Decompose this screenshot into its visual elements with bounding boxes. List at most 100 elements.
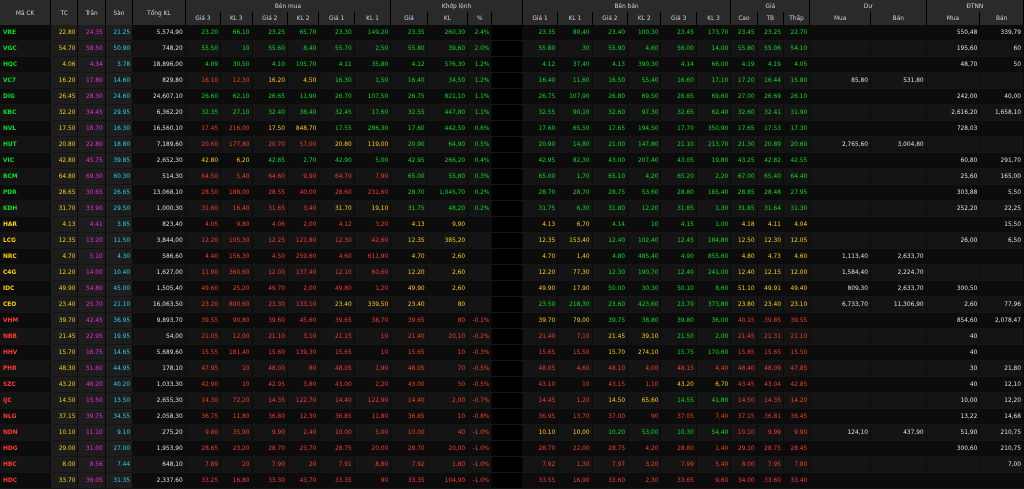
- stock-row[interactable]: HHV 15.70 16.75 14.65 5,689,60 15.55 181,40 15.…: [0, 344, 1024, 361]
- symbol[interactable]: HQC: [0, 56, 52, 73]
- symbol[interactable]: VGC: [0, 40, 52, 57]
- header-price-col[interactable]: Cao: [730, 12, 758, 25]
- header-bid-col[interactable]: Giá 3: [185, 12, 222, 25]
- symbol[interactable]: LCG: [0, 232, 52, 249]
- symbol[interactable]: BCM: [0, 168, 52, 185]
- stock-row[interactable]: NBB 21.45 22.95 19.95 54,00 21.05 12,00 21.10 3,…: [0, 328, 1024, 345]
- symbol[interactable]: DIG: [0, 88, 52, 105]
- symbol[interactable]: PHR: [0, 360, 52, 377]
- header-bid-col[interactable]: KL 3: [220, 12, 253, 25]
- symbol[interactable]: NLG: [0, 408, 52, 425]
- stock-row[interactable]: HQC 4.06 4.34 3.78 18,896,00 4.09 30,50 4.10 105…: [0, 56, 1024, 73]
- high-price: 34.00: [730, 472, 758, 489]
- total-volume: 2,058,30: [132, 408, 186, 425]
- header-bid-col[interactable]: KL 2: [287, 12, 320, 25]
- symbol[interactable]: VC7: [0, 72, 52, 89]
- ref-price: 39.70: [50, 312, 79, 329]
- stock-row[interactable]: IDC 49.90 54.80 45.00 1,505,40 49.60 25,20 49.7…: [0, 280, 1024, 297]
- header-match-col[interactable]: KL: [427, 12, 469, 25]
- match-spacer: [491, 280, 523, 297]
- symbol[interactable]: HUT: [0, 136, 52, 153]
- stock-row[interactable]: DIG 26.45 28.30 24.60 24,607,10 26.60 62,10 26.…: [0, 88, 1024, 105]
- ask-volume-2: 97,30: [627, 104, 662, 121]
- symbol[interactable]: KBC: [0, 104, 52, 121]
- header-ask-col[interactable]: Giá 2: [592, 12, 629, 25]
- ask-volume-3: 62,40: [696, 104, 732, 121]
- header-ceil[interactable]: Trần: [77, 0, 106, 25]
- symbol[interactable]: HHV: [0, 344, 52, 361]
- stock-row[interactable]: VRE 22.80 24.35 21.25 5,574,90 23.20 66,10 23.2…: [0, 25, 1024, 41]
- symbol[interactable]: HDG: [0, 440, 52, 457]
- stock-row[interactable]: VIC 42.80 45.75 39.85 2,652,30 42.80 6,20 42.85…: [0, 152, 1024, 169]
- stock-row[interactable]: HDC 33.70 36.05 31.35 2,337,60 33.25 16,80 33.3…: [0, 472, 1024, 489]
- stock-row[interactable]: SZC 43.20 46.20 40.20 1,033,30 42.90 10 42.95 3,…: [0, 376, 1024, 393]
- header-bid-col[interactable]: Giá 2: [252, 12, 288, 25]
- symbol[interactable]: KDH: [0, 200, 52, 217]
- header-code[interactable]: Mã CK: [0, 0, 52, 25]
- header-bid-col[interactable]: Giá 1: [318, 12, 355, 25]
- stock-row[interactable]: C4G 12.20 14.00 10.40 1,627,00 11.90 360,60 12.…: [0, 264, 1024, 281]
- bid-volume-1: 20,00: [354, 440, 392, 457]
- stock-row[interactable]: LCG 12.35 13.20 11.50 3,844,00 12.20 105,30 12.…: [0, 232, 1024, 249]
- header-ref[interactable]: TC: [50, 0, 79, 25]
- stock-row[interactable]: HBC 8.00 8.56 7.44 648,10 7.89 20 7.90 20 7.91 8,8…: [0, 456, 1024, 473]
- stock-row[interactable]: NRC 4.70 5.10 4.30 586,60 4.40 156,30 4.50 259,6…: [0, 248, 1024, 265]
- header-total-volume[interactable]: Tổng KL: [132, 0, 186, 25]
- symbol[interactable]: PDR: [0, 184, 52, 201]
- stock-row[interactable]: KDH 31.70 33.90 29.50 1,000,30 31.60 16,40 31.6…: [0, 200, 1024, 217]
- stock-row[interactable]: NLG 37.15 39.75 34.55 2,058,30 36.75 11,80 36.8…: [0, 408, 1024, 425]
- stock-row[interactable]: CEO 23.40 25.70 21.10 16,063,50 23.20 800,60 23…: [0, 296, 1024, 313]
- stock-row[interactable]: VHM 39.70 42.45 36.95 9,893,70 39.55 90,80 39.6…: [0, 312, 1024, 329]
- symbol[interactable]: VRE: [0, 25, 52, 41]
- symbol[interactable]: HBC: [0, 456, 52, 473]
- foreign-buy: 728,03: [926, 120, 981, 137]
- header-match-col[interactable]: Giá: [390, 12, 428, 25]
- header-foreign-col[interactable]: Bán: [979, 12, 1024, 25]
- header-match-col[interactable]: [491, 12, 523, 25]
- stock-row[interactable]: BCM 64.80 69.30 60.30 514,30 64.50 5,40 64.60 9,…: [0, 168, 1024, 185]
- header-ask-col[interactable]: KL 1: [557, 12, 593, 25]
- stock-row[interactable]: PHR 48.30 51.60 44.95 178,10 47.95 10 48.00 80 48…: [0, 360, 1024, 377]
- symbol[interactable]: NBB: [0, 328, 52, 345]
- header-foreign-col[interactable]: Mua: [926, 12, 981, 25]
- symbol[interactable]: HDC: [0, 472, 52, 489]
- symbol[interactable]: VHM: [0, 312, 52, 329]
- stock-row[interactable]: HUT 20.80 22.80 18.80 7,189,60 20.60 177,80 20.…: [0, 136, 1024, 153]
- low-price: 64.40: [783, 168, 811, 185]
- header-bid-col[interactable]: KL 1: [354, 12, 392, 25]
- symbol[interactable]: CEO: [0, 296, 52, 313]
- stock-row[interactable]: NVL 17.50 18.70 16.30 16,560,10 17.45 216,00 17…: [0, 120, 1024, 137]
- symbol[interactable]: IJC: [0, 392, 52, 409]
- stock-row[interactable]: PDR 28.65 30.65 26.65 13,068,10 28.50 188,00 28…: [0, 184, 1024, 201]
- stock-row[interactable]: VGC 54.70 58.50 50.90 748,20 55.50 10 55.60 8,40…: [0, 40, 1024, 57]
- header-price-col[interactable]: Thấp: [783, 12, 811, 25]
- header-ask-col[interactable]: Giá 3: [660, 12, 697, 25]
- header-ask-col[interactable]: Giá 1: [522, 12, 559, 25]
- rest-sell: [870, 56, 927, 73]
- symbol[interactable]: NDN: [0, 424, 52, 441]
- header-floor[interactable]: Sàn: [105, 0, 134, 25]
- stock-row[interactable]: HDG 29.00 31.00 27.00 1,953,90 28.65 23,20 28.7…: [0, 440, 1024, 457]
- header-price-col[interactable]: TB: [757, 12, 784, 25]
- symbol[interactable]: C4G: [0, 264, 52, 281]
- stock-row[interactable]: KBC 32.20 34.45 29.95 6,362,20 32.35 27,10 32.4…: [0, 104, 1024, 121]
- stock-row[interactable]: NDN 10.10 11.10 9.10 275,20 9.80 35,90 9.90 2,40…: [0, 424, 1024, 441]
- header-match-col[interactable]: %: [467, 12, 493, 25]
- stock-row[interactable]: HAR 4.13 4.41 3.85 823,40 4.05 9,80 4.06 2,00 4.1…: [0, 216, 1024, 233]
- stock-row[interactable]: VC7 16.20 17.80 14.60 829,80 16.10 12,30 16.20 4…: [0, 72, 1024, 89]
- avg-price: 4.11: [757, 216, 784, 233]
- symbol[interactable]: NRC: [0, 248, 52, 265]
- symbol[interactable]: HAR: [0, 216, 52, 233]
- symbol[interactable]: VIC: [0, 152, 52, 169]
- stock-row[interactable]: IJC 14.50 15.50 13.50 2,655,30 14.30 72,20 14.3…: [0, 392, 1024, 409]
- match-volume: 2,60: [427, 248, 469, 265]
- symbol[interactable]: SZC: [0, 376, 52, 393]
- symbol[interactable]: IDC: [0, 280, 52, 297]
- header-ask-col[interactable]: KL 2: [627, 12, 662, 25]
- header-ask-col[interactable]: KL 3: [696, 12, 732, 25]
- bid-price-2: 64.60: [252, 168, 288, 185]
- symbol[interactable]: NVL: [0, 120, 52, 137]
- header-rest-col[interactable]: Mua: [809, 12, 871, 25]
- header-rest-col[interactable]: Bán: [870, 12, 927, 25]
- ask-volume-2: 207,40: [627, 152, 662, 169]
